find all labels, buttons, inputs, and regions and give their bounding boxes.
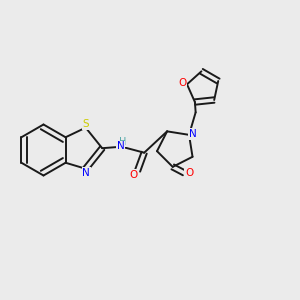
Text: O: O	[130, 169, 138, 180]
Text: N: N	[117, 141, 125, 152]
Text: O: O	[185, 169, 194, 178]
Text: O: O	[178, 78, 187, 88]
Text: N: N	[189, 129, 196, 139]
Text: H: H	[118, 136, 126, 147]
Text: S: S	[82, 119, 89, 129]
Text: N: N	[82, 168, 90, 178]
